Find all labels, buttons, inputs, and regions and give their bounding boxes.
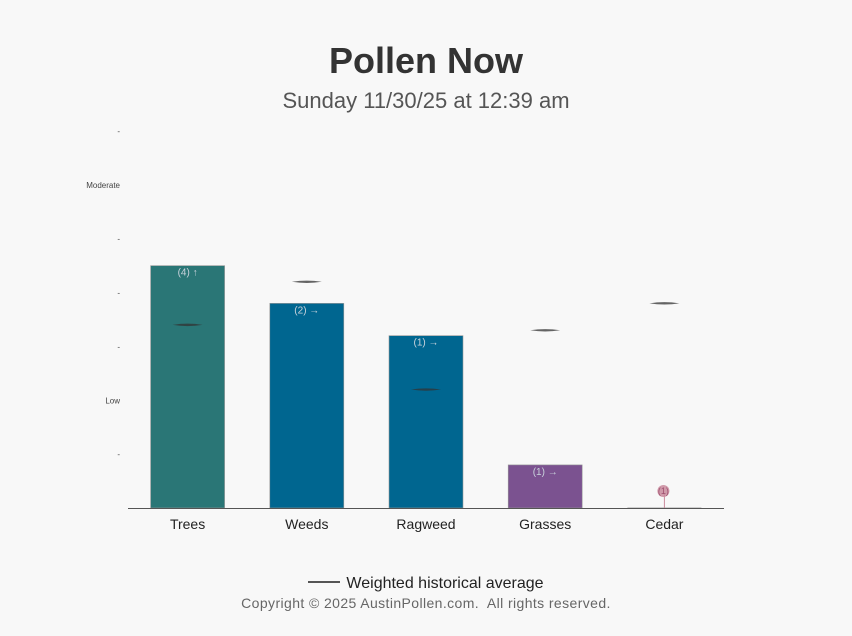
legend-line-swatch: [308, 580, 341, 583]
x-tick-label-trees: Trees: [170, 516, 205, 532]
page-subtitle: Sunday 11/30/25 at 12:39 am: [282, 88, 570, 113]
historical-average-marker-grasses: [530, 329, 561, 332]
x-tick-label-grasses: Grasses: [519, 516, 571, 532]
bar-label-trees: (4) ↑: [178, 268, 198, 279]
x-tick-label-weeds: Weeds: [285, 516, 328, 532]
bar-label-cedar: (1): [658, 486, 669, 496]
bar-label-grasses: (1) →: [533, 467, 558, 478]
bar-label-weeds: (2) →: [294, 305, 319, 316]
y-tick-label-1: Low: [105, 396, 120, 405]
legend-label: Weighted historical average: [346, 575, 544, 592]
y-tick-label-3: -: [117, 289, 120, 298]
chart-legend: Weighted historical average: [0, 575, 852, 593]
copyright: Copyright © 2025 AustinPollen.com. All r…: [241, 595, 611, 611]
bar-label-ragweed: (1) →: [414, 338, 439, 349]
x-tick-label-cedar: Cedar: [645, 516, 683, 532]
y-tick-label-4: -: [117, 235, 120, 244]
y-tick-label-5: Moderate: [86, 181, 120, 190]
page-title: Pollen Now: [328, 40, 523, 81]
bar-marker-cedar: [657, 485, 670, 497]
bar-trees: [150, 265, 225, 509]
y-tick-label-2: -: [117, 342, 120, 351]
bar-weeds: [269, 303, 345, 509]
historical-average-marker-weeds: [291, 280, 322, 283]
historical-average-marker-cedar: [649, 302, 680, 305]
historical-average-marker-ragweed: [411, 388, 441, 391]
y-tick-label-6: -: [117, 127, 120, 136]
bar-ragweed: [388, 335, 464, 509]
x-tick-label-ragweed: Ragweed: [396, 516, 455, 532]
historical-average-marker-trees: [172, 323, 203, 327]
y-tick-label-0: -: [117, 450, 120, 459]
